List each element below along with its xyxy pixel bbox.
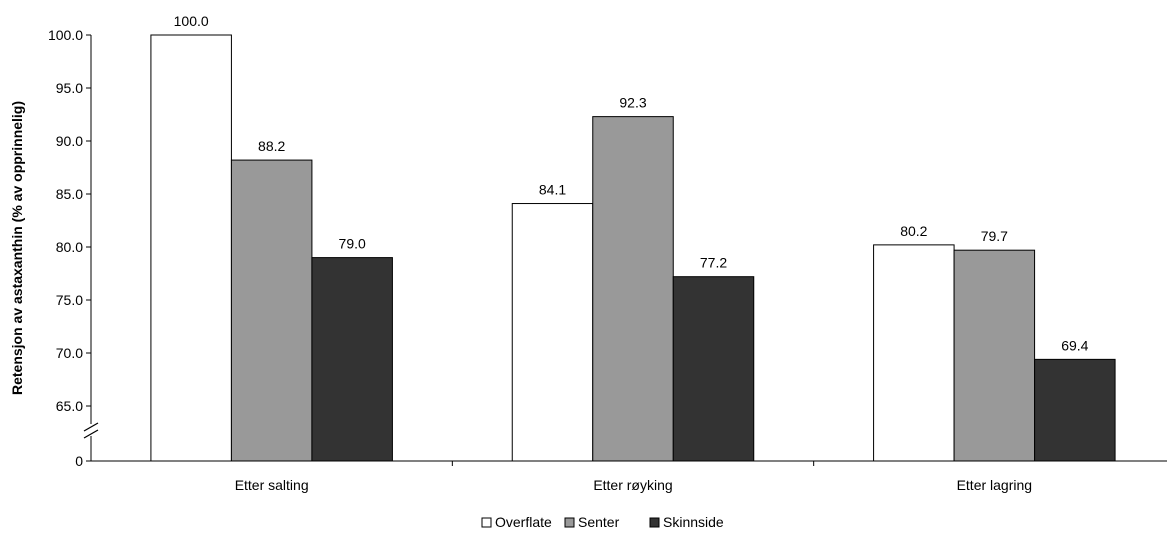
bar-senter-3 [953, 249, 1036, 462]
category-labels: Etter salting Etter røyking Etter lagring [235, 477, 1032, 493]
bar-overflate-3 [873, 244, 955, 462]
legend: Overflate Senter Skinnside [481, 514, 724, 530]
data-label: 69.4 [1061, 337, 1088, 353]
data-label: 77.2 [700, 255, 727, 271]
bar-skinnside-3 [1034, 358, 1116, 462]
y-tick-label: 80.0 [56, 239, 83, 255]
data-label: 79.0 [339, 236, 366, 252]
legend-swatch-senter [564, 517, 575, 528]
y-tick-label-baseline: 0 [75, 453, 83, 469]
y-tick-label: 100.0 [48, 27, 83, 43]
x-category-label: Etter salting [235, 477, 309, 493]
y-axis-title: Retensjon av astaxanthin (% av opprinnel… [9, 101, 25, 395]
data-label: 88.2 [258, 138, 285, 154]
bar-skinnside-2 [672, 276, 755, 462]
bar-senter-2 [592, 116, 674, 462]
y-tick-label: 85.0 [56, 186, 83, 202]
bar-overflate-1 [150, 34, 232, 462]
y-tick-label: 75.0 [56, 292, 83, 308]
legend-label-skinnside: Skinnside [663, 514, 724, 530]
data-labels: 100.0 88.2 79.0 84.1 92.3 77.2 80.2 79.7 69.4 [174, 13, 1089, 353]
x-category-label: Etter lagring [957, 477, 1032, 493]
legend-label-senter: Senter [578, 514, 620, 530]
legend-swatch-skinnside [649, 517, 660, 528]
x-category-label: Etter røyking [593, 477, 672, 493]
data-label: 100.0 [174, 13, 209, 29]
data-label: 92.3 [619, 95, 646, 111]
data-label: 84.1 [539, 182, 566, 198]
axis-break-mark [83, 429, 99, 439]
data-label: 80.2 [900, 223, 927, 239]
bar-senter-1 [230, 159, 313, 462]
y-tick-label: 90.0 [56, 133, 83, 149]
legend-label-overflate: Overflate [495, 514, 552, 530]
bar-skinnside-1 [311, 257, 393, 462]
y-tick-label: 65.0 [56, 398, 83, 414]
y-tick-label: 70.0 [56, 345, 83, 361]
data-label: 79.7 [981, 228, 1008, 244]
y-tick-label: 95.0 [56, 80, 83, 96]
axis-break-mark [83, 422, 99, 432]
legend-swatch-overflate [481, 517, 492, 528]
bars [150, 34, 1116, 462]
bar-overflate-2 [511, 203, 594, 462]
